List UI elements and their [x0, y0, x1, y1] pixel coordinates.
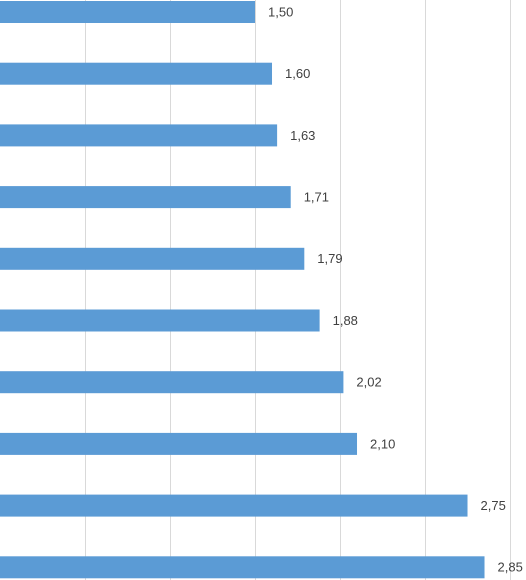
- bar: [0, 494, 468, 517]
- data-label: 1,71: [304, 190, 329, 205]
- bar: [0, 432, 358, 455]
- data-label: 1,60: [285, 66, 310, 81]
- data-label: 2,10: [370, 436, 395, 451]
- data-label: 1,50: [268, 4, 293, 19]
- data-label: 1,63: [290, 128, 315, 143]
- data-label: 2,02: [356, 375, 381, 390]
- bar: [0, 124, 278, 147]
- bar: [0, 309, 320, 332]
- bar: [0, 556, 485, 579]
- data-label: 1,88: [333, 313, 358, 328]
- bar: [0, 247, 305, 270]
- bar: [0, 1, 256, 23]
- data-label: 2,75: [481, 498, 506, 513]
- data-label: 1,79: [317, 251, 342, 266]
- bar: [0, 186, 291, 209]
- bar: [0, 62, 273, 85]
- data-label: 2,85: [498, 560, 523, 575]
- bar: [0, 371, 344, 394]
